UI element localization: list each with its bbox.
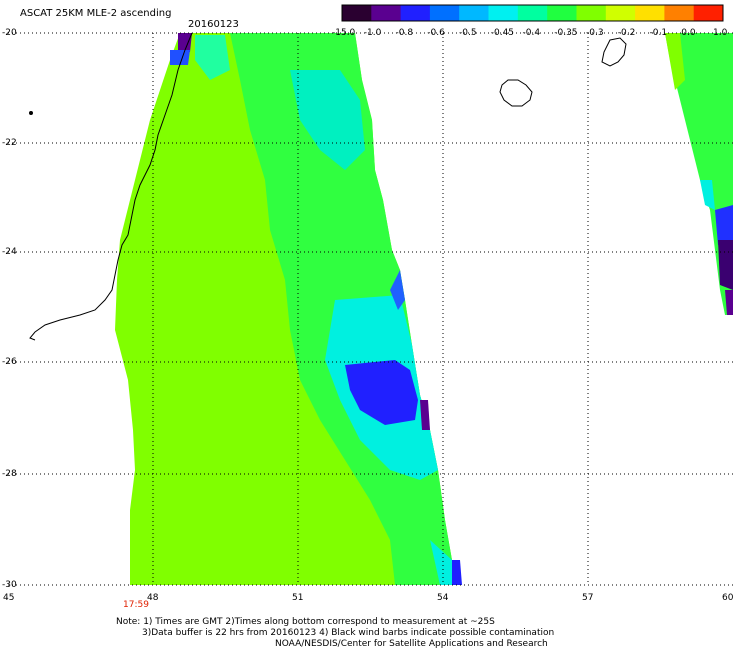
colorbar-swatch [459,5,489,21]
colorbar-tick-label: 1.0 [713,28,728,38]
lon-label: 48 [147,593,159,603]
colorbar-swatch [605,5,636,21]
swath-right [665,33,733,315]
note-line-2: 3)Data buffer is 22 hrs from 20160123 4)… [142,628,555,638]
lat-label: -22 [2,138,17,148]
colorbar-tick-label: 0.0 [681,28,696,38]
lat-label: -28 [2,469,17,479]
colorbar-tick-label: -1.0 [363,28,382,38]
colorbar-tick-label: -0.2 [617,28,636,38]
map-date: 20160123 [188,19,239,30]
coastline [29,32,627,341]
colorbar-tick-label: -0.5 [459,28,477,38]
colorbar-tick-label: -0.4 [522,28,541,38]
lat-label: -24 [2,247,17,257]
lon-label: 60 [722,593,734,603]
colorbar-tick-label: -0.3 [586,28,604,38]
colorbar-tick-label: -0.6 [427,28,445,38]
colorbar-swatch [517,5,548,21]
colorbar-swatch [342,5,372,21]
colorbar-swatch [371,5,402,21]
colorbar-swatch [488,5,519,21]
colorbar-swatch [429,5,460,21]
colorbar-tick-label: -0.8 [395,28,414,38]
colorbar-swatch [576,5,607,21]
note-line-3: NOAA/NESDIS/Center for Satellite Applica… [275,639,548,649]
note-line-1: Note: 1) Times are GMT 2)Times along bot… [116,617,495,627]
lon-label: 57 [582,593,594,603]
lon-label: 45 [3,593,15,603]
colorbar-border [341,4,724,22]
map-title: ASCAT 25KM MLE-2 ascending [20,8,172,19]
graticule [8,32,733,586]
swath-left [115,33,462,585]
colorbar-swatch [664,5,695,21]
colorbar-tick-label: -15.0 [332,28,356,38]
colorbar-swatch [635,5,665,21]
lat-label: -20 [2,28,17,38]
colorbar [341,4,724,22]
colorbar-swatch [693,5,724,21]
colorbar-tick-label: -0.45 [490,28,515,38]
lon-label: 51 [292,593,304,603]
colorbar-tick-label: -0.1 [649,28,668,38]
colorbar-swatch [400,5,431,21]
lat-label: -30 [2,580,17,590]
colorbar-swatch [547,5,577,21]
lat-label: -26 [2,357,17,367]
lon-label: 54 [437,593,449,603]
colorbar-tick-label: -0.35 [554,28,578,38]
time-label: 17:59 [123,600,149,610]
